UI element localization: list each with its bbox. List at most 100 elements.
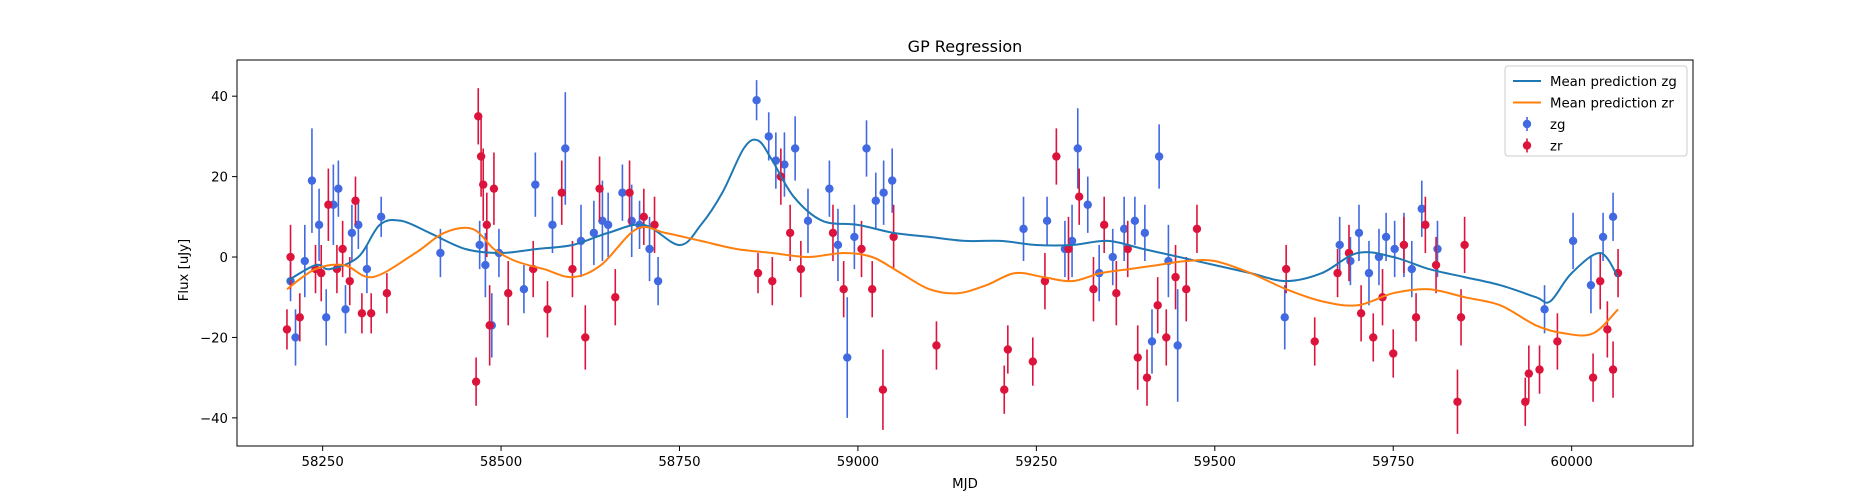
x-tick-label: 59500	[1194, 455, 1236, 470]
data-point-zg	[1381, 232, 1391, 242]
data-point-zr	[1171, 272, 1180, 282]
data-point-zg	[752, 96, 761, 105]
data-point-zr	[1064, 244, 1073, 254]
data-point-zr	[1089, 284, 1098, 294]
data-point-zr	[1389, 349, 1398, 358]
data-point-zr	[839, 284, 848, 294]
data-point-zr	[1123, 244, 1132, 254]
series-zr-points	[282, 88, 1623, 434]
data-point-zg	[618, 188, 627, 197]
data-point-zg	[803, 216, 813, 226]
data-point-zr	[625, 188, 634, 197]
legend-point-swatch	[1522, 119, 1532, 129]
data-point-zg	[850, 232, 859, 242]
legend: Mean prediction zg Mean prediction zr zg zr	[1504, 65, 1688, 157]
x-tick-label: 58750	[658, 455, 700, 470]
data-point-zg	[347, 228, 357, 238]
data-point-zg	[1130, 216, 1140, 226]
data-point-zg	[1108, 252, 1117, 262]
data-point-zr	[639, 212, 649, 222]
data-point-zg	[1019, 224, 1028, 234]
data-point-zr	[878, 385, 888, 394]
data-point-zg	[1417, 204, 1426, 213]
data-point-zg	[1598, 232, 1608, 242]
data-point-zg	[843, 353, 852, 362]
y-tick-label: 40	[211, 90, 228, 105]
y-tick-label: −20	[200, 331, 228, 346]
x-tick-label: 60000	[1551, 455, 1593, 470]
data-point-zr	[595, 184, 604, 193]
data-point-zr	[1182, 284, 1191, 294]
data-point-zr	[357, 309, 367, 318]
data-point-zr	[1192, 224, 1202, 234]
data-point-zr	[768, 276, 777, 286]
data-point-zg	[1119, 224, 1129, 234]
data-point-zg	[300, 256, 310, 266]
data-point-zg	[1154, 152, 1164, 161]
data-point-zr	[471, 377, 481, 386]
data-point-zg	[1608, 212, 1618, 222]
data-point-zg	[314, 220, 324, 230]
data-point-zr	[785, 228, 795, 238]
data-point-zr	[857, 244, 866, 254]
legend-label: zr	[1550, 140, 1563, 155]
data-point-zr	[1608, 365, 1618, 374]
data-point-zr	[286, 252, 295, 262]
data-point-zg	[780, 160, 789, 169]
data-point-zr	[317, 268, 326, 278]
data-point-zg	[833, 240, 843, 250]
data-point-zr	[345, 276, 354, 286]
data-point-zr	[1040, 276, 1050, 286]
data-point-zr	[543, 305, 552, 314]
x-tick-label: 58250	[301, 455, 343, 470]
data-point-zg	[1140, 228, 1150, 238]
series-zg-points	[286, 80, 1618, 418]
data-point-zr	[1524, 369, 1534, 378]
data-point-zg	[322, 313, 331, 322]
data-point-zg	[519, 284, 529, 294]
data-point-zg	[1073, 144, 1082, 153]
data-point-zg	[1335, 240, 1344, 250]
data-point-zg	[871, 196, 880, 205]
series-line-zg	[286, 138, 1619, 304]
data-point-zr	[1074, 192, 1084, 201]
data-point-zr	[753, 268, 763, 278]
data-point-zg	[1147, 337, 1157, 346]
data-point-zr	[1521, 397, 1530, 406]
y-tick-label: 0	[220, 251, 228, 266]
axes-frame	[236, 59, 1694, 447]
data-point-zg	[603, 220, 613, 230]
data-point-zg	[589, 228, 599, 238]
data-point-zr	[1399, 240, 1409, 250]
data-point-zr	[650, 220, 659, 230]
data-point-zr	[338, 244, 347, 254]
data-point-zg	[645, 244, 654, 254]
data-point-zr	[1596, 276, 1605, 286]
data-point-zr	[295, 313, 305, 322]
data-point-zg	[879, 188, 888, 197]
data-point-zg	[764, 132, 773, 141]
data-point-zr	[611, 293, 620, 302]
data-point-zr	[1099, 220, 1109, 230]
data-point-zr	[324, 200, 333, 209]
data-point-zr	[1142, 373, 1152, 382]
plot-area: 58250 58500 58750 59000 59250 59500 59750 60000…	[200, 59, 1694, 470]
data-point-zg	[1364, 268, 1374, 278]
data-point-zg	[1390, 244, 1399, 254]
x-tick-label: 59750	[1372, 455, 1414, 470]
data-point-zr	[1333, 268, 1342, 278]
x-tick-label: 58500	[480, 455, 522, 470]
data-point-zg	[1280, 313, 1289, 322]
data-point-zg	[825, 184, 834, 193]
x-axis-label: MJD	[952, 477, 978, 492]
data-point-zr	[1421, 220, 1430, 230]
data-point-zg	[376, 212, 386, 222]
data-point-zr	[1281, 264, 1291, 274]
legend-label: Mean prediction zr	[1550, 97, 1674, 112]
y-tick-label: −40	[200, 412, 228, 427]
data-point-zr	[351, 196, 360, 205]
data-point-zr	[1535, 365, 1544, 374]
data-point-zg	[1586, 280, 1596, 290]
data-point-zr	[1431, 260, 1441, 270]
data-point-zr	[1003, 345, 1013, 354]
